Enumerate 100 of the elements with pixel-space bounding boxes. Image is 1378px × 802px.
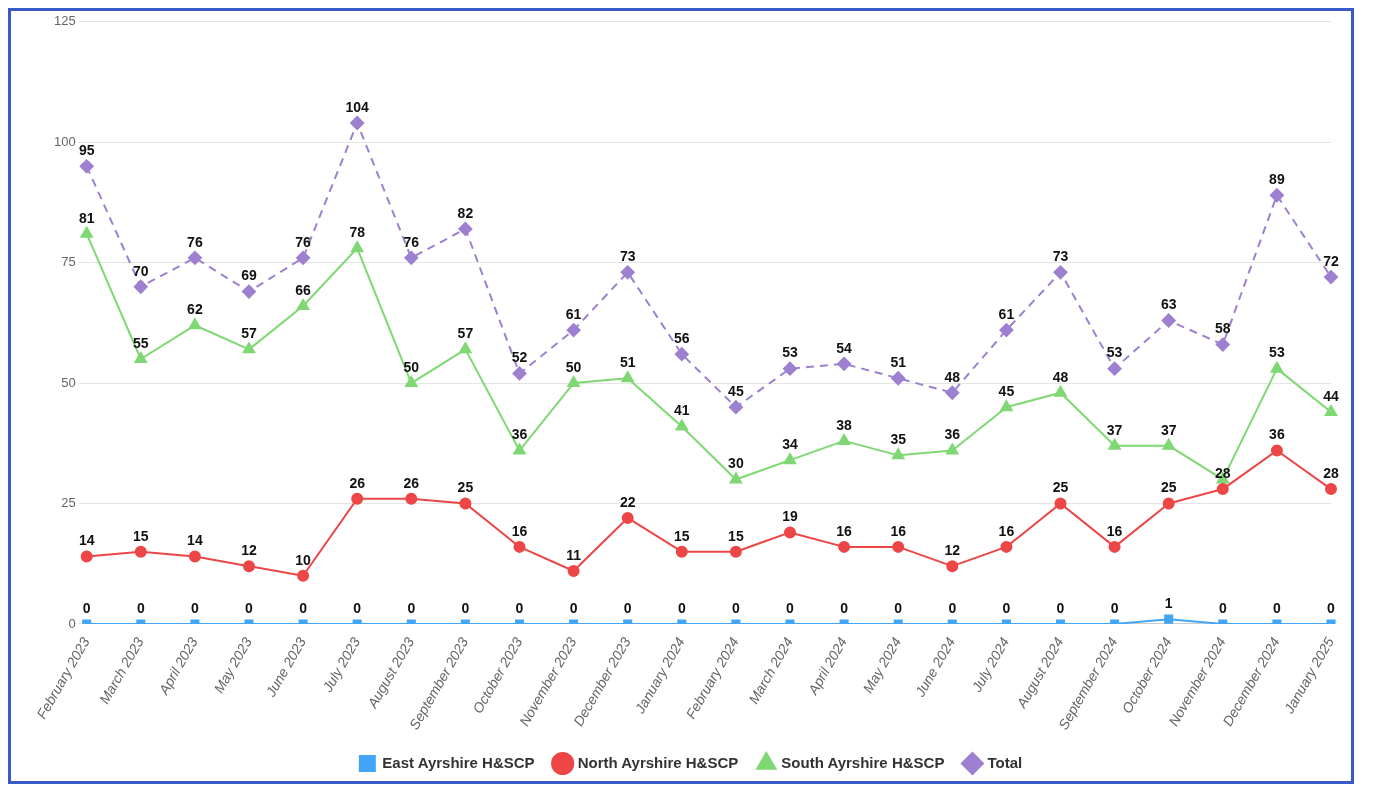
data-label: 95 [78, 142, 95, 159]
data-label: 25 [1052, 479, 1069, 496]
y-tick-label: 125 [53, 13, 76, 29]
data-label: 89 [1269, 171, 1285, 188]
y-tick-label: 0 [68, 615, 76, 631]
data-label: 73 [619, 248, 636, 265]
data-label: 15 [674, 527, 690, 544]
data-label: 34 [782, 436, 798, 453]
data-label: 0 [623, 599, 632, 616]
legend-label: South Ayrshire H&SCP [781, 753, 945, 771]
data-label: 12 [241, 542, 257, 558]
data-label: 0 [407, 599, 416, 616]
data-label: 38 [836, 416, 853, 433]
data-label: 54 [836, 339, 853, 356]
data-label: 0 [515, 599, 524, 616]
data-label: 50 [403, 358, 420, 375]
data-label: 51 [619, 354, 636, 371]
data-label: 16 [998, 522, 1015, 539]
data-label: 52 [511, 349, 528, 366]
data-label: 48 [1052, 368, 1069, 385]
data-label: 45 [998, 383, 1015, 400]
y-tick-label: 75 [61, 254, 76, 270]
data-label: 25 [457, 479, 474, 496]
data-label: 30 [728, 455, 744, 472]
data-label: 0 [894, 599, 903, 616]
data-label: 35 [890, 431, 907, 448]
data-label: 0 [786, 599, 795, 616]
data-label: 36 [511, 426, 528, 443]
data-label: 53 [782, 344, 798, 361]
data-label: 19 [782, 508, 798, 525]
data-label: 0 [677, 599, 686, 616]
data-label: 36 [944, 426, 961, 443]
data-label: 56 [674, 330, 690, 347]
data-label: 44 [1323, 387, 1339, 404]
data-label: 57 [241, 325, 257, 342]
data-label: 57 [457, 325, 474, 342]
data-label: 0 [353, 599, 362, 616]
data-label: 37 [1106, 421, 1123, 438]
data-label: 0 [82, 599, 91, 616]
data-label: 50 [565, 358, 582, 375]
data-label: 10 [295, 551, 312, 568]
data-label: 26 [403, 474, 420, 491]
data-label: 48 [944, 368, 961, 385]
data-label: 15 [728, 527, 744, 544]
data-label: 76 [295, 233, 312, 250]
data-label: 16 [890, 522, 907, 539]
data-label: 14 [78, 532, 95, 549]
data-label: 0 [1056, 599, 1065, 616]
data-label: 11 [566, 546, 582, 563]
data-label: 0 [1002, 599, 1011, 616]
data-label: 76 [187, 233, 203, 250]
data-label: 22 [619, 493, 636, 510]
data-label: 0 [732, 599, 740, 616]
data-label: 16 [1106, 522, 1123, 539]
data-label: 37 [1160, 421, 1177, 438]
data-label: 0 [299, 599, 308, 616]
data-label: 0 [948, 599, 957, 616]
data-label: 0 [190, 599, 199, 616]
data-label: 41 [674, 402, 690, 419]
data-label: 82 [457, 204, 474, 221]
data-label: 0 [461, 599, 470, 616]
data-label: 36 [1269, 426, 1285, 443]
y-tick-label: 25 [61, 495, 76, 511]
legend-label: North Ayrshire H&SCP [577, 753, 739, 771]
data-label: 14 [187, 532, 203, 549]
data-label: 53 [1269, 344, 1285, 361]
data-label: 104 [345, 98, 370, 115]
data-label: 51 [890, 354, 907, 371]
data-label: 63 [1160, 296, 1177, 313]
data-label: 0 [1327, 599, 1336, 616]
data-label: 15 [133, 527, 149, 544]
data-label: 78 [349, 224, 366, 241]
legend-label: East Ayrshire H&SCP [382, 753, 535, 771]
data-label: 0 [136, 599, 145, 616]
data-label: 55 [133, 334, 149, 351]
data-label: 0 [1110, 599, 1119, 616]
data-label: 26 [349, 474, 366, 491]
data-label: 58 [1215, 320, 1231, 337]
data-label: 81 [78, 209, 95, 226]
data-label: 28 [1323, 464, 1339, 481]
data-label: 1 [1164, 594, 1173, 611]
data-label: 16 [511, 522, 528, 539]
data-label: 0 [569, 599, 578, 616]
data-label: 0 [840, 599, 849, 616]
data-label: 53 [1106, 344, 1123, 361]
data-label: 73 [1052, 248, 1069, 265]
data-label: 12 [944, 542, 961, 558]
legend-label: Total [987, 753, 1023, 771]
data-label: 61 [565, 305, 582, 322]
data-label: 62 [187, 301, 203, 318]
data-label: 72 [1323, 252, 1339, 269]
y-tick-label: 50 [61, 374, 76, 390]
data-label: 66 [295, 281, 312, 298]
data-label: 0 [245, 599, 254, 616]
data-label: 0 [1273, 599, 1281, 616]
data-label: 70 [133, 262, 149, 279]
data-label: 25 [1160, 479, 1177, 496]
data-label: 69 [241, 267, 257, 284]
data-label: 45 [728, 383, 744, 400]
data-label: 0 [1218, 599, 1227, 616]
